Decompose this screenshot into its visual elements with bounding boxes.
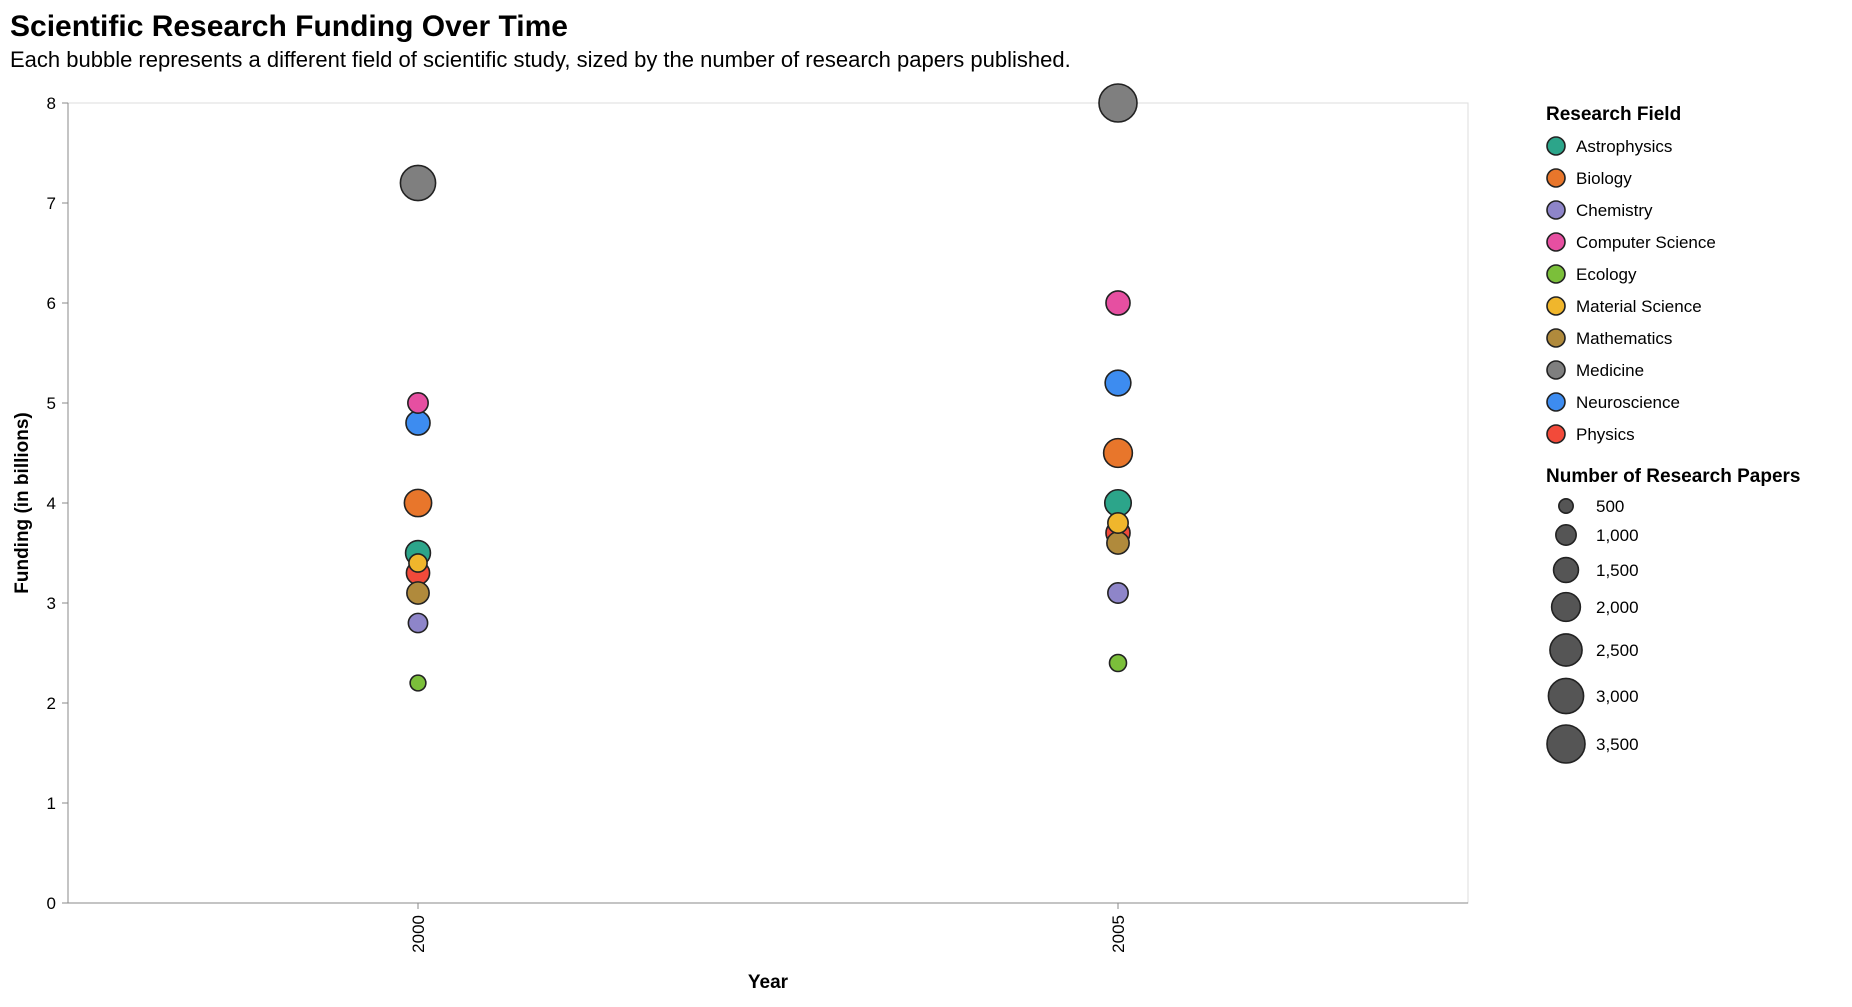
size-legend-bubble [1547,677,1585,715]
y-tick-label: 7 [47,194,56,213]
size-legend-bubble [1550,591,1582,623]
size-legend-label: 2,500 [1596,641,1639,660]
data-point-neuroscience-2000[interactable] [405,410,431,436]
size-legend-label: 3,500 [1596,735,1639,754]
chart-subtitle: Each bubble represents a different field… [10,47,1071,72]
color-legend: Astrophysics Biology Chemistry Computer Sci… [1546,136,1716,444]
y-tick-label: 0 [47,894,56,913]
size-legend-label: 1,500 [1596,561,1639,580]
size-legend-label: 3,000 [1596,687,1639,706]
legend-swatch-computer-science [1546,232,1566,252]
legend-swatch-ecology [1546,264,1566,284]
data-point-neuroscience-2005[interactable] [1104,369,1132,397]
legend-swatch-biology [1546,168,1566,188]
y-axis: 0 1 2 3 4 5 6 7 8 [47,94,68,913]
data-point-biology-2005[interactable] [1102,437,1134,469]
legend-label-astrophysics: Astrophysics [1576,137,1672,156]
data-point-ecology-2005[interactable] [1108,653,1128,673]
data-point-material-science-2005[interactable] [1107,512,1129,534]
size-legend-bubble [1552,556,1580,584]
y-tick-label: 2 [47,694,56,713]
y-axis-title: Funding (in billions) [12,412,33,594]
y-tick-label: 4 [47,494,56,513]
data-point-ecology-2000[interactable] [409,674,427,692]
size-legend-bubble [1546,724,1586,764]
legend-swatch-neuroscience [1546,392,1566,412]
legend-label-computer-science: Computer Science [1576,233,1716,252]
legend-label-physics: Physics [1576,425,1635,444]
size-legend-title: Number of Research Papers [1546,466,1801,487]
x-axis: 2000 2005 [409,903,1128,953]
x-tick-label: 2005 [1109,915,1128,953]
size-legend-label: 2,000 [1596,598,1639,617]
legend-label-biology: Biology [1576,169,1632,188]
legend-swatch-astrophysics [1546,136,1566,156]
data-point-mathematics-2005[interactable] [1106,531,1130,555]
data-point-chemistry-2000[interactable] [407,612,429,634]
data-point-mathematics-2000[interactable] [406,581,430,605]
size-legend-bubble [1555,524,1577,546]
x-axis-title: Year [748,972,789,993]
data-point-material-science-2000[interactable] [408,553,428,573]
data-point-medicine-2005[interactable] [1098,83,1138,123]
legend-label-mathematics: Mathematics [1576,329,1672,348]
legend-swatch-medicine [1546,360,1566,380]
data-point-medicine-2000[interactable] [399,164,437,202]
legend-label-ecology: Ecology [1576,265,1637,284]
legend-swatch-material-science [1546,296,1566,316]
legend-swatch-mathematics [1546,328,1566,348]
y-tick-label: 6 [47,294,56,313]
y-tick-label: 1 [47,794,56,813]
legend-label-neuroscience: Neuroscience [1576,393,1680,412]
legend-label-chemistry: Chemistry [1576,201,1653,220]
data-point-computer-science-2005[interactable] [1105,290,1131,316]
size-legend-bubble [1549,633,1583,667]
legend-label-material-science: Material Science [1576,297,1702,316]
data-point-computer-science-2000[interactable] [407,392,429,414]
legend-swatch-physics [1546,424,1566,444]
size-legend-bubble [1558,498,1574,514]
data-point-biology-2000[interactable] [403,488,433,518]
legend-label-medicine: Medicine [1576,361,1644,380]
size-legend-label: 500 [1596,497,1624,516]
legend-swatch-chemistry [1546,200,1566,220]
color-legend-title: Research Field [1546,104,1681,125]
size-legend-label: 1,000 [1596,526,1639,545]
size-legend: 500 1,000 1,500 2,000 2,500 3,000 3,500 [1546,497,1639,764]
data-points [399,83,1138,692]
y-tick-label: 3 [47,594,56,613]
y-tick-label: 8 [47,94,56,113]
x-tick-label: 2000 [409,915,428,953]
data-point-chemistry-2005[interactable] [1107,582,1129,604]
plot-area-frame [67,102,1469,904]
chart-title: Scientific Research Funding Over Time [10,10,568,43]
y-tick-label: 5 [47,394,56,413]
